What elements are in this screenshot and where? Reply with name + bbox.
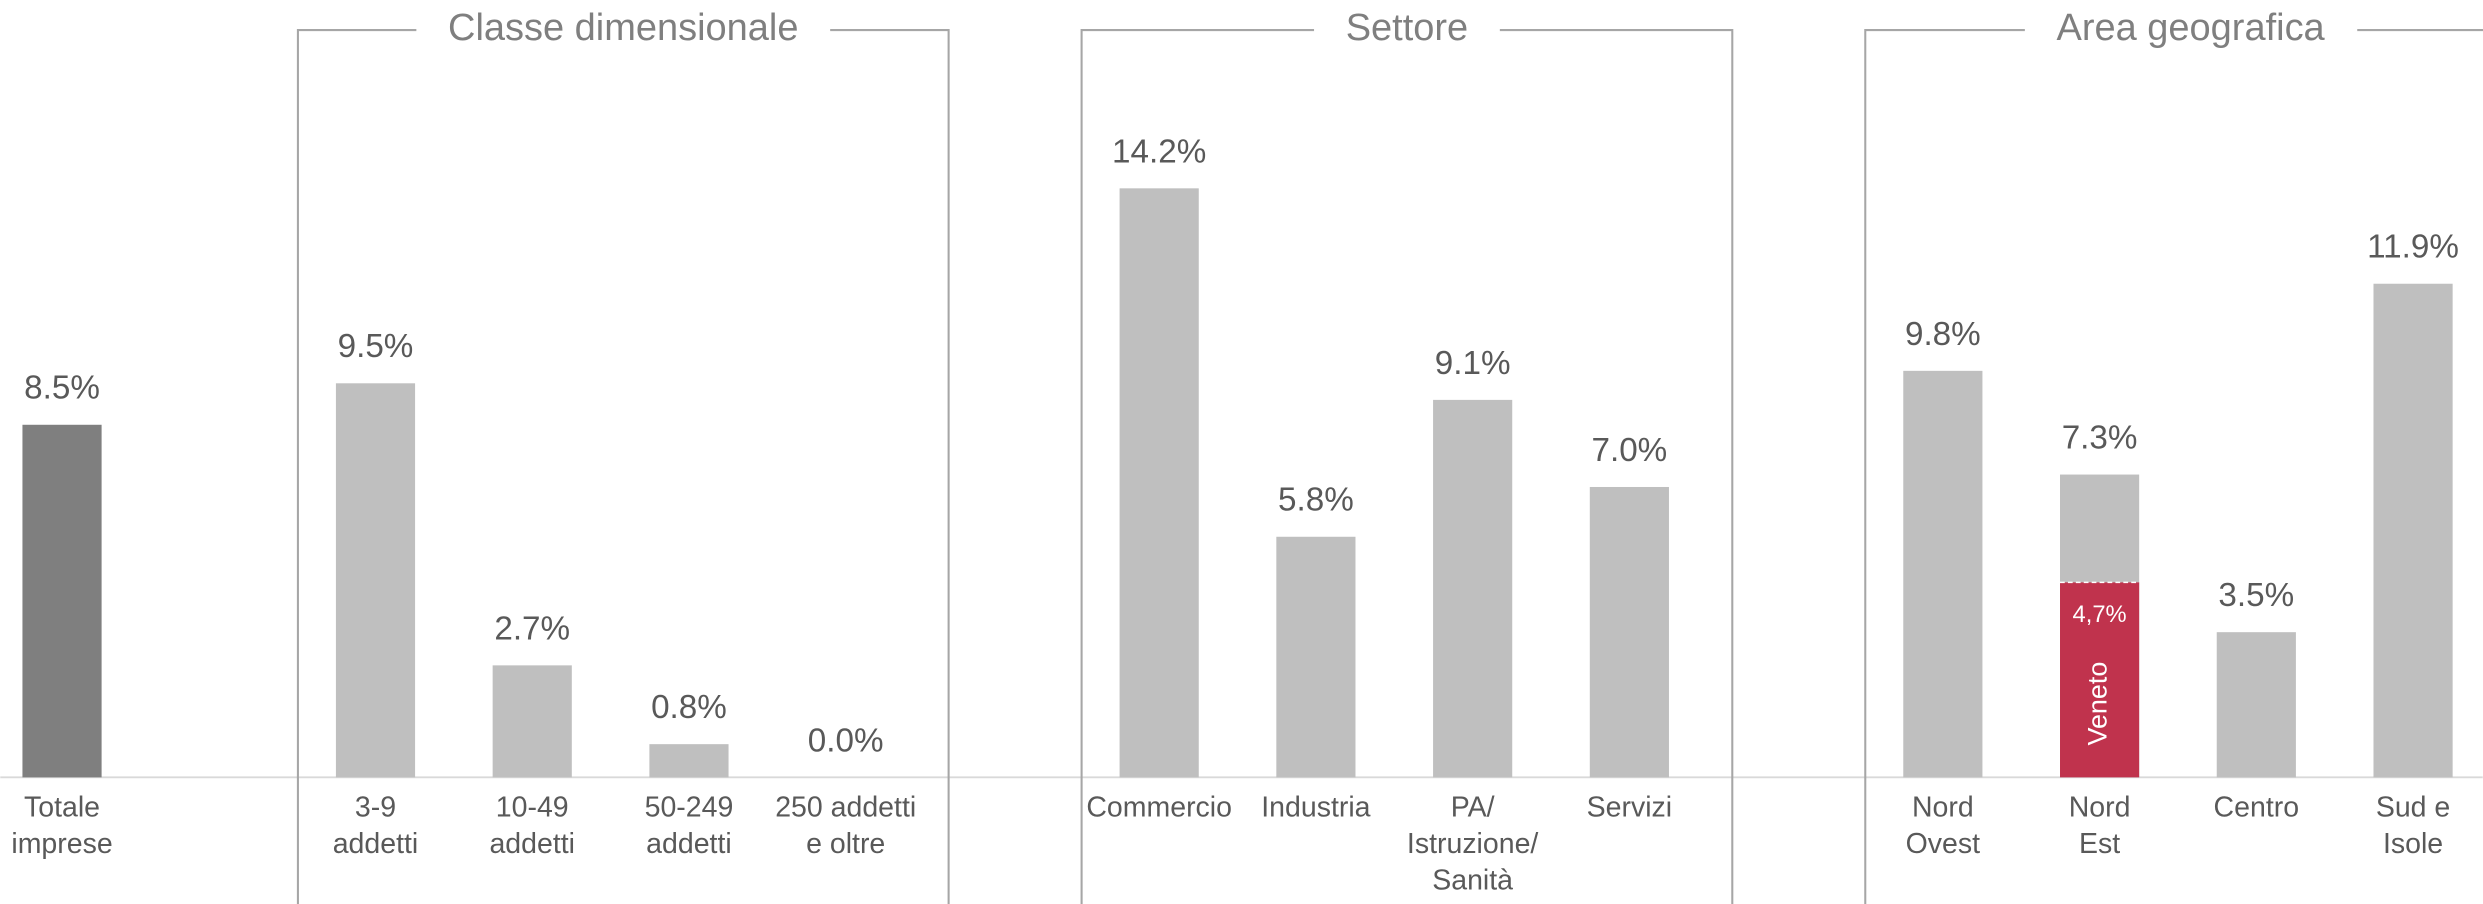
bar bbox=[2216, 632, 2296, 778]
value-label: 0.0% bbox=[808, 722, 884, 759]
x-tick-label: Totale bbox=[24, 792, 100, 824]
x-tick-label: Est bbox=[2079, 828, 2120, 860]
overlay-value-label: 4,7% bbox=[2073, 602, 2127, 628]
x-tick-label: 50-249 bbox=[645, 792, 734, 824]
x-tick-label: Nord bbox=[2069, 792, 2131, 824]
x-tick-label: Ovest bbox=[1906, 828, 1980, 860]
x-tick-label: Servizi bbox=[1587, 792, 1672, 824]
title-background bbox=[1314, 7, 1500, 53]
x-tick-label: Centro bbox=[2214, 792, 2300, 824]
value-label: 14.2% bbox=[1112, 133, 1206, 170]
value-label: 9.8% bbox=[1905, 316, 1981, 353]
bar bbox=[492, 665, 572, 778]
bar bbox=[1433, 399, 1513, 778]
bar bbox=[22, 424, 102, 778]
x-tick-label: Commercio bbox=[1086, 792, 1232, 824]
value-label: 8.5% bbox=[24, 370, 100, 407]
x-tick-label: imprese bbox=[11, 828, 112, 860]
x-tick-label: addetti bbox=[646, 828, 732, 860]
value-label: 2.7% bbox=[494, 610, 570, 647]
value-label: 7.3% bbox=[2062, 419, 2138, 456]
x-tick-label: 250 addetti bbox=[775, 792, 916, 824]
bar bbox=[335, 383, 416, 778]
value-label: 3.5% bbox=[2218, 577, 2294, 614]
bar bbox=[2373, 283, 2453, 778]
group-title: Classe dimensionale bbox=[448, 7, 798, 49]
group-title: Area geografica bbox=[2057, 7, 2326, 49]
value-label: 11.9% bbox=[2367, 229, 2459, 266]
value-label: 9.1% bbox=[1435, 345, 1511, 382]
value-label: 7.0% bbox=[1591, 432, 1667, 469]
bar bbox=[1903, 370, 1983, 778]
x-tick-label: addetti bbox=[333, 828, 419, 860]
overlay-name: Veneto bbox=[2083, 662, 2113, 746]
x-tick-label: e oltre bbox=[806, 828, 885, 860]
x-tick-label: PA/ bbox=[1451, 792, 1495, 824]
bar bbox=[1589, 486, 1669, 778]
x-tick-label: Istruzione/ bbox=[1407, 828, 1538, 860]
overlay-bar bbox=[2060, 582, 2140, 778]
x-tick-label: Isole bbox=[2383, 828, 2443, 860]
x-tick-label: Nord bbox=[1912, 792, 1974, 824]
title-background bbox=[416, 7, 831, 53]
x-tick-label: 3-9 bbox=[355, 792, 396, 824]
x-tick-label: Sud e bbox=[2376, 792, 2450, 824]
x-tick-label: Sanità bbox=[1432, 864, 1513, 896]
x-tick-label: addetti bbox=[489, 828, 575, 860]
value-label: 5.8% bbox=[1278, 482, 1354, 519]
bar bbox=[1119, 188, 1199, 778]
value-label: 9.5% bbox=[338, 328, 414, 365]
value-label: 0.8% bbox=[651, 689, 727, 726]
group-title: Settore bbox=[1346, 7, 1468, 49]
x-tick-label: 10-49 bbox=[496, 792, 569, 824]
bar bbox=[649, 744, 729, 778]
x-tick-label: Industria bbox=[1261, 792, 1370, 824]
title-background bbox=[2024, 7, 2358, 53]
bar bbox=[1276, 536, 1356, 778]
